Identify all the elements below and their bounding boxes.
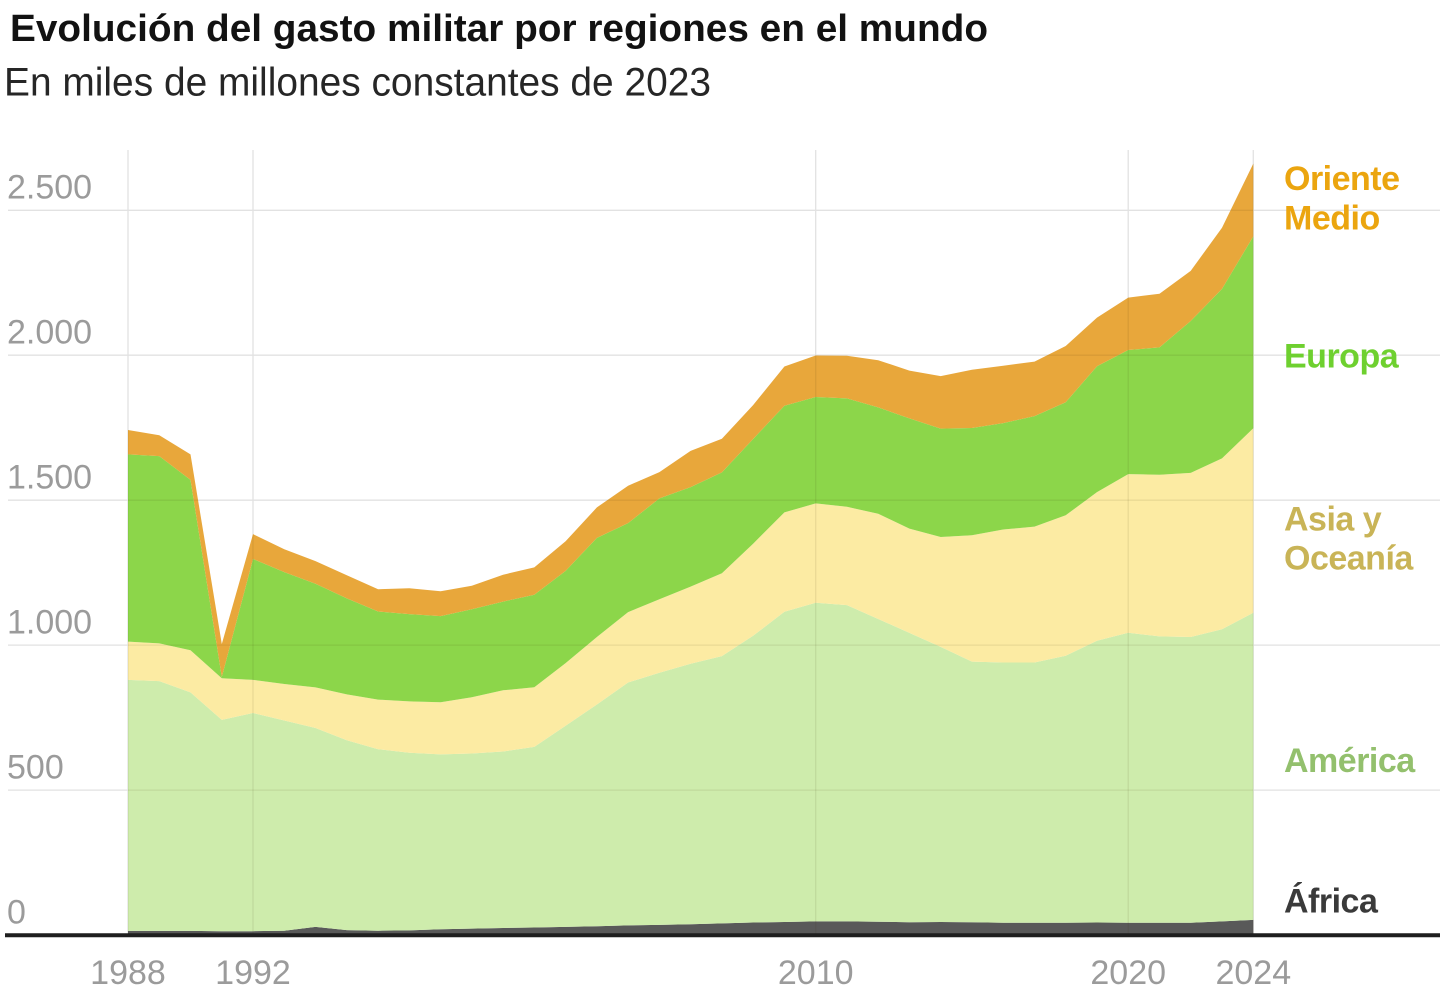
svg-text:En miles de millones constante: En miles de millones constantes de 2023 — [4, 61, 711, 105]
svg-text:500: 500 — [7, 748, 64, 786]
svg-text:1.500: 1.500 — [7, 459, 92, 497]
svg-text:Oriente: Oriente — [1284, 160, 1400, 198]
svg-text:1992: 1992 — [215, 954, 291, 992]
svg-text:Asia y: Asia y — [1284, 500, 1382, 538]
svg-text:1.000: 1.000 — [7, 603, 92, 641]
svg-text:0: 0 — [7, 893, 26, 931]
svg-text:Medio: Medio — [1284, 200, 1380, 238]
svg-text:América: América — [1284, 742, 1416, 780]
svg-text:Europa: Europa — [1284, 338, 1400, 376]
svg-text:Evolución del gasto militar po: Evolución del gasto militar por regiones… — [10, 8, 988, 50]
svg-text:África: África — [1284, 883, 1379, 921]
svg-text:2024: 2024 — [1215, 954, 1291, 992]
svg-text:1988: 1988 — [90, 954, 166, 992]
svg-text:2.500: 2.500 — [7, 169, 92, 207]
svg-text:Oceanía: Oceanía — [1284, 540, 1414, 578]
svg-text:2020: 2020 — [1090, 954, 1166, 992]
svg-text:2010: 2010 — [778, 954, 854, 992]
svg-text:2.000: 2.000 — [7, 314, 92, 352]
